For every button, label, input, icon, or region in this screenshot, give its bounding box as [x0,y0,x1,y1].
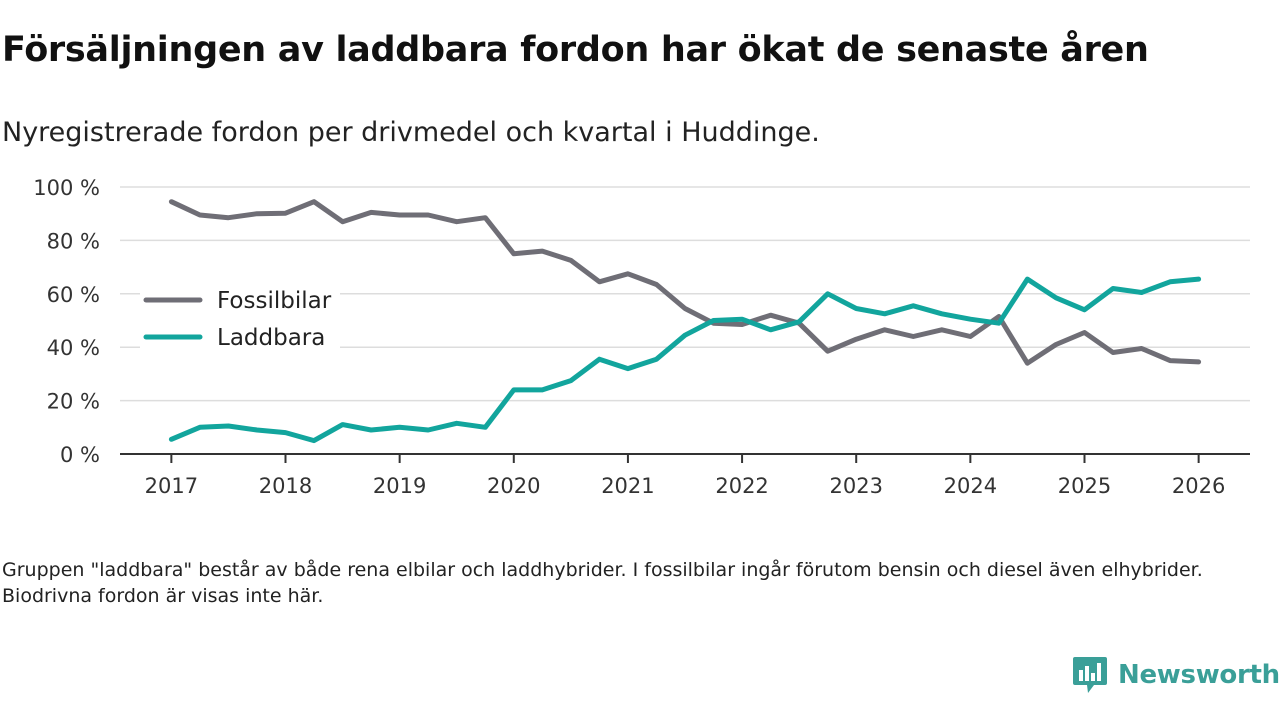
x-tick-label: 2017 [145,474,198,498]
chart-subtitle: Nyregistrerade fordon per drivmedel och … [2,117,820,148]
brand: Newsworthy [1072,655,1280,695]
y-tick-label: 20 % [47,390,100,414]
series-line-fossilbilar [168,199,1202,366]
brand-name: Newsworthy [1118,660,1280,690]
x-tick-label: 2022 [715,474,768,498]
x-axis: 2017 2018 2019 2020 2021 2022 2023 2024 2025 2026 [120,453,1250,498]
line-chart: 0 % 20 % 40 % 60 % 80 % 100 % 2017 2018 2019 202… [33,176,1250,498]
y-tick-label: 100 % [33,176,100,200]
x-tick-label: 2024 [944,474,997,498]
x-tick-label: 2025 [1058,474,1111,498]
y-tick-label: 80 % [47,229,100,253]
y-tick-label: 40 % [47,336,100,360]
x-tick-label: 2018 [259,474,312,498]
x-tick-label: 2026 [1172,474,1225,498]
x-tick-label: 2021 [601,474,654,498]
chart-title: Försäljningen av laddbara fordon har öka… [2,30,1149,70]
x-tick-label: 2020 [487,474,540,498]
y-tick-label: 0 % [60,443,100,467]
x-tick-label: 2023 [829,474,882,498]
series-lines [168,199,1202,444]
footnote: Gruppen "laddbara" består av både rena e… [2,559,1203,607]
series-line-laddbara [168,276,1202,444]
newsworthy-logo-icon [1073,657,1107,693]
legend-label-laddbara: Laddbara [217,325,325,351]
legend-label-fossilbilar: Fossilbilar [217,288,332,314]
x-tick-label: 2019 [373,474,426,498]
y-axis-tick-labels: 0 % 20 % 40 % 60 % 80 % 100 % [33,176,100,467]
legend: Fossilbilar Laddbara [140,283,340,354]
y-tick-label: 60 % [47,283,100,307]
